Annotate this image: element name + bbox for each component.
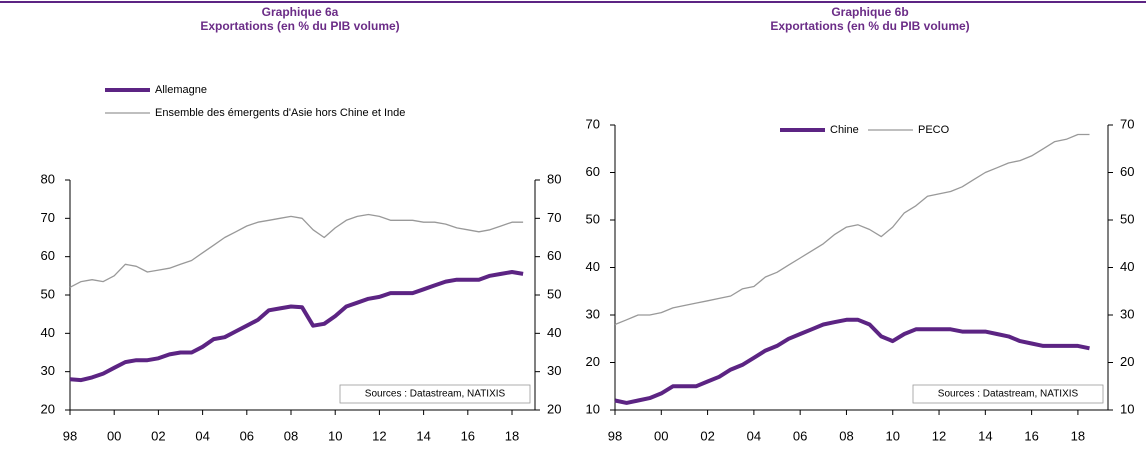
y-tick-label: 40 (586, 259, 600, 274)
y2-tick-label: 60 (1120, 164, 1134, 179)
x-tick-label: 98 (63, 428, 77, 443)
y2-tick-label: 50 (1120, 211, 1134, 226)
source-note: Sources : Datastream, NATIXIS (365, 389, 506, 400)
series-line (69, 270, 524, 383)
y-tick-label: 70 (41, 210, 55, 225)
y-tick-label: 10 (586, 401, 600, 416)
legend-label: Allemagne (155, 84, 207, 96)
x-tick-label: 16 (1024, 428, 1038, 443)
x-tick-label: 06 (793, 428, 807, 443)
series-line (614, 317, 1090, 405)
chart-title: Graphique 6a (262, 5, 339, 19)
x-tick-label: 14 (416, 428, 430, 443)
y2-tick-label: 20 (1120, 354, 1134, 369)
chart-subtitle: Exportations (en % du PIB volume) (200, 19, 399, 33)
source-note: Sources : Datastream, NATIXIS (938, 389, 1079, 400)
y-tick-label: 60 (41, 248, 55, 263)
y-tick-label: 40 (41, 325, 55, 340)
x-tick-label: 08 (284, 428, 298, 443)
x-tick-label: 04 (747, 428, 761, 443)
y-tick-label: 50 (586, 211, 600, 226)
y2-tick-label: 70 (547, 210, 561, 225)
x-tick-label: 02 (700, 428, 714, 443)
series-line (69, 213, 524, 288)
x-tick-label: 04 (195, 428, 209, 443)
source-box (912, 384, 1104, 404)
y-tick-label: 50 (41, 286, 55, 301)
x-tick-label: 18 (1071, 428, 1085, 443)
y2-tick-label: 30 (1120, 306, 1134, 321)
chart-subtitle: Exportations (en % du PIB volume) (770, 19, 969, 33)
y-tick-label: 80 (41, 171, 55, 186)
y-tick-label: 20 (41, 401, 55, 416)
y2-tick-label: 40 (1120, 259, 1134, 274)
legend-label: Chine (830, 124, 859, 136)
x-tick-label: 00 (107, 428, 121, 443)
x-tick-label: 10 (886, 428, 900, 443)
y2-tick-label: 50 (547, 286, 561, 301)
y2-tick-label: 20 (547, 401, 561, 416)
y2-tick-label: 30 (547, 363, 561, 378)
legend-label: PECO (918, 124, 950, 136)
y-tick-label: 60 (586, 164, 600, 179)
x-tick-label: 14 (978, 428, 992, 443)
x-tick-label: 02 (151, 428, 165, 443)
y-tick-label: 20 (586, 354, 600, 369)
x-tick-label: 16 (461, 428, 475, 443)
source-box (339, 384, 531, 404)
y-tick-label: 70 (586, 116, 600, 131)
y2-tick-label: 40 (547, 325, 561, 340)
y2-tick-label: 60 (547, 248, 561, 263)
y2-tick-label: 80 (547, 171, 561, 186)
x-tick-label: 98 (608, 428, 622, 443)
x-tick-label: 00 (654, 428, 668, 443)
x-tick-label: 12 (932, 428, 946, 443)
legend-label: Ensemble des émergents d'Asie hors Chine… (155, 107, 405, 119)
x-tick-label: 10 (328, 428, 342, 443)
y2-tick-label: 70 (1120, 116, 1134, 131)
chart-title: Graphique 6b (831, 5, 908, 19)
y2-tick-label: 10 (1120, 401, 1134, 416)
x-tick-label: 08 (839, 428, 853, 443)
x-tick-label: 12 (372, 428, 386, 443)
series-line (614, 133, 1090, 326)
y-tick-label: 30 (41, 363, 55, 378)
x-tick-label: 06 (240, 428, 254, 443)
x-tick-label: 18 (505, 428, 519, 443)
y-tick-label: 30 (586, 306, 600, 321)
